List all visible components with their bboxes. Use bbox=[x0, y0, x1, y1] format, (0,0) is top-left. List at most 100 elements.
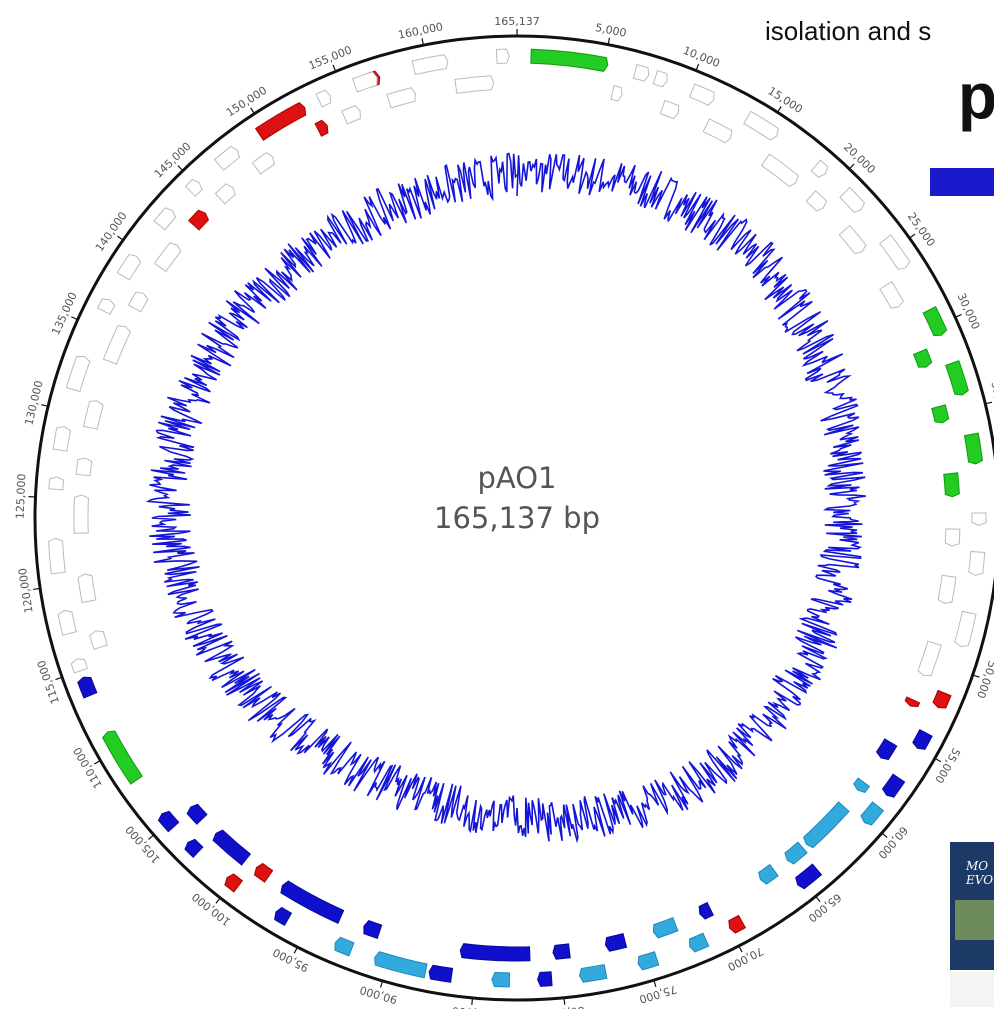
gene bbox=[215, 184, 235, 204]
gene bbox=[653, 71, 667, 87]
gene bbox=[690, 933, 709, 952]
gene bbox=[252, 153, 274, 174]
gene bbox=[460, 944, 530, 961]
gene bbox=[78, 677, 97, 698]
tick-label: 160,000 bbox=[397, 20, 444, 42]
tick-label: 130,000 bbox=[22, 379, 45, 426]
tick-label: 5,000 bbox=[594, 21, 627, 40]
gene bbox=[660, 100, 678, 118]
tick-mark bbox=[935, 758, 941, 761]
gene bbox=[972, 513, 986, 525]
tick-label: 100,000 bbox=[189, 890, 233, 928]
tick-label: 65,000 bbox=[806, 891, 844, 925]
gene bbox=[638, 952, 659, 970]
gc-plot bbox=[148, 154, 866, 842]
journal-cover: MO EVO bbox=[950, 842, 994, 1007]
tick-label: 120,000 bbox=[16, 567, 36, 614]
gene bbox=[412, 55, 448, 75]
gene bbox=[225, 874, 243, 892]
gene bbox=[762, 154, 799, 187]
tick-label: 15,000 bbox=[766, 84, 805, 116]
gene bbox=[342, 106, 361, 124]
plasmid-size: 165,137 bp bbox=[434, 501, 600, 535]
gene bbox=[955, 611, 976, 646]
gene bbox=[905, 697, 919, 707]
tick-label: 135,000 bbox=[49, 290, 80, 337]
tick-label: 140,000 bbox=[93, 209, 130, 254]
gene bbox=[71, 659, 87, 673]
gene bbox=[785, 842, 807, 864]
tick-mark bbox=[909, 234, 915, 238]
gene bbox=[58, 610, 76, 635]
gene bbox=[553, 944, 570, 959]
gene bbox=[861, 802, 883, 825]
gene bbox=[580, 965, 607, 983]
gene bbox=[811, 160, 828, 177]
gene bbox=[531, 49, 608, 71]
tick-mark bbox=[94, 760, 100, 764]
gene bbox=[213, 830, 250, 865]
gene bbox=[804, 802, 849, 848]
gene bbox=[969, 551, 985, 575]
gene bbox=[74, 495, 88, 533]
tick-mark bbox=[149, 835, 154, 840]
gene bbox=[154, 208, 176, 230]
tick-mark bbox=[294, 947, 297, 953]
gene bbox=[455, 76, 494, 93]
gene bbox=[53, 427, 70, 451]
tick-label: 145,000 bbox=[152, 140, 194, 181]
tick-mark bbox=[816, 896, 820, 901]
tick-mark bbox=[178, 166, 183, 171]
gene bbox=[429, 965, 453, 982]
gene bbox=[215, 146, 240, 170]
gene bbox=[375, 952, 427, 978]
gene bbox=[78, 574, 96, 602]
gene bbox=[98, 299, 115, 314]
cover-text: MO bbox=[965, 859, 988, 873]
gene bbox=[839, 226, 866, 254]
gene bbox=[699, 903, 713, 920]
gene bbox=[729, 915, 746, 933]
gene bbox=[76, 458, 92, 476]
tick-label: 85,000 bbox=[451, 1004, 491, 1009]
gene bbox=[877, 739, 897, 760]
tick-mark bbox=[472, 998, 473, 1005]
tick-mark bbox=[739, 946, 742, 952]
gene bbox=[353, 72, 378, 92]
tick-label: 75,000 bbox=[638, 982, 679, 1005]
plasmid-name: pAO1 bbox=[477, 461, 556, 495]
tick-label: 60,000 bbox=[875, 824, 910, 862]
gene bbox=[275, 908, 292, 926]
tick-label: 35,000 bbox=[989, 380, 994, 420]
gene bbox=[611, 86, 622, 101]
gene bbox=[914, 349, 932, 367]
tick-label: 150,000 bbox=[224, 84, 269, 120]
gene bbox=[364, 921, 382, 939]
tick-mark bbox=[564, 998, 565, 1005]
title-fragment: p bbox=[958, 60, 994, 132]
gene bbox=[185, 839, 203, 857]
gene bbox=[854, 778, 870, 792]
gene bbox=[840, 188, 865, 213]
gene bbox=[189, 210, 209, 230]
gene bbox=[938, 575, 956, 603]
gene bbox=[744, 111, 779, 140]
gene bbox=[538, 972, 553, 987]
gene bbox=[496, 49, 509, 63]
tick-mark bbox=[849, 164, 854, 169]
gene bbox=[605, 934, 626, 952]
gene bbox=[933, 690, 951, 707]
gene bbox=[117, 254, 140, 279]
tick-label: 165,137 bbox=[494, 15, 540, 28]
gene bbox=[923, 307, 946, 336]
gene bbox=[880, 282, 903, 308]
cover-text: EVO bbox=[965, 873, 993, 887]
gene bbox=[913, 730, 932, 750]
gene bbox=[492, 972, 510, 986]
gene bbox=[185, 180, 202, 197]
gene bbox=[254, 864, 272, 883]
gene bbox=[49, 477, 64, 490]
cover-shadow bbox=[950, 972, 994, 1007]
tick-mark bbox=[251, 108, 255, 114]
heading-fragment: isolation and s bbox=[765, 16, 931, 46]
